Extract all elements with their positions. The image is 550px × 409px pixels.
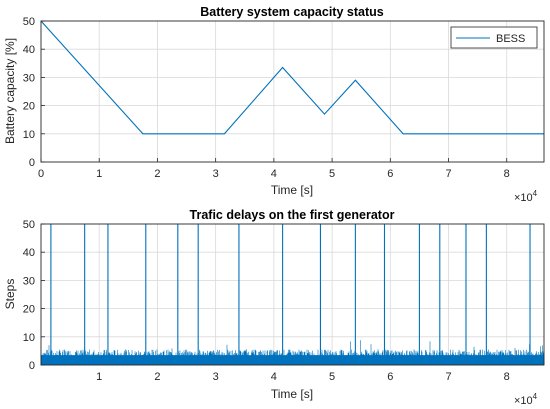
series-line-bess xyxy=(40,20,544,135)
y-axis-label: Battery capacity [%] xyxy=(3,38,17,144)
x-exponent-base: ×10 xyxy=(514,192,533,204)
x-exponent-base: ×10 xyxy=(514,395,533,407)
grid xyxy=(41,223,544,366)
x-exponent-power: 4 xyxy=(533,392,538,401)
battery-chart: Battery system capacity status 0 1 2 3 4 5 6 7 8… xyxy=(3,5,545,204)
plot-frame xyxy=(40,20,545,163)
x-axis-label: Time [s] xyxy=(271,387,313,401)
chart-title: Trafic delays on the first generator xyxy=(190,208,395,222)
x-tick-label: 4 xyxy=(271,168,277,180)
chart-title: Battery system capacity status xyxy=(200,5,383,19)
legend-box xyxy=(450,26,538,49)
y-tick-label: 30 xyxy=(23,72,35,84)
y-tick-label: 0 xyxy=(29,157,35,169)
x-tick-label: 8 xyxy=(504,371,510,383)
x-tick-label: 2 xyxy=(154,168,160,180)
y-tick-label: 20 xyxy=(23,101,35,113)
y-tick-label: 50 xyxy=(23,16,35,28)
y-axis-label: Steps xyxy=(3,279,17,310)
x-exponent: ×104 xyxy=(514,189,538,204)
x-tick-label: 7 xyxy=(445,168,451,180)
x-tick-label: 5 xyxy=(329,168,335,180)
x-tick-label: 1 xyxy=(96,168,102,180)
x-tick-labels: 1 2 3 4 5 6 7 8 xyxy=(96,371,510,383)
y-tick-label: 30 xyxy=(23,275,35,287)
y-tick-label: 50 xyxy=(23,219,35,231)
series-layer xyxy=(40,224,545,365)
series-layer xyxy=(40,20,544,135)
y-tick-label: 10 xyxy=(23,332,35,344)
legend: BESS xyxy=(450,26,538,49)
delays-chart: Trafic delays on the first generator 1 2 3… xyxy=(3,208,545,407)
x-tick-label: 5 xyxy=(329,371,335,383)
y-tick-label: 40 xyxy=(23,44,35,56)
x-axis-label: Time [s] xyxy=(271,183,313,197)
x-tick-label: 0 xyxy=(38,168,44,180)
y-tick-label: 0 xyxy=(29,360,35,372)
y-tick-label: 40 xyxy=(23,247,35,259)
grid xyxy=(40,20,544,163)
y-tick-label: 20 xyxy=(23,304,35,316)
x-tick-label: 3 xyxy=(213,168,219,180)
x-exponent-power: 4 xyxy=(533,189,538,198)
x-tick-label: 8 xyxy=(504,168,510,180)
x-tick-label: 2 xyxy=(154,371,160,383)
y-tick-labels: 0 10 20 30 40 50 xyxy=(23,16,35,169)
x-tick-labels: 0 1 2 3 4 5 6 7 8 xyxy=(38,168,510,180)
y-tick-labels: 0 10 20 30 40 50 xyxy=(23,219,35,372)
x-tick-label: 1 xyxy=(96,371,102,383)
x-tick-label: 6 xyxy=(387,371,393,383)
x-exponent: ×104 xyxy=(514,392,538,407)
y-tick-label: 10 xyxy=(23,129,35,141)
legend-entry-bess: BESS xyxy=(496,33,525,45)
x-tick-label: 3 xyxy=(213,371,219,383)
delay-noise-floor xyxy=(41,355,544,365)
x-tick-label: 6 xyxy=(387,168,393,180)
x-tick-label: 4 xyxy=(271,371,277,383)
plot-frame xyxy=(40,223,545,366)
x-tick-label: 7 xyxy=(445,371,451,383)
